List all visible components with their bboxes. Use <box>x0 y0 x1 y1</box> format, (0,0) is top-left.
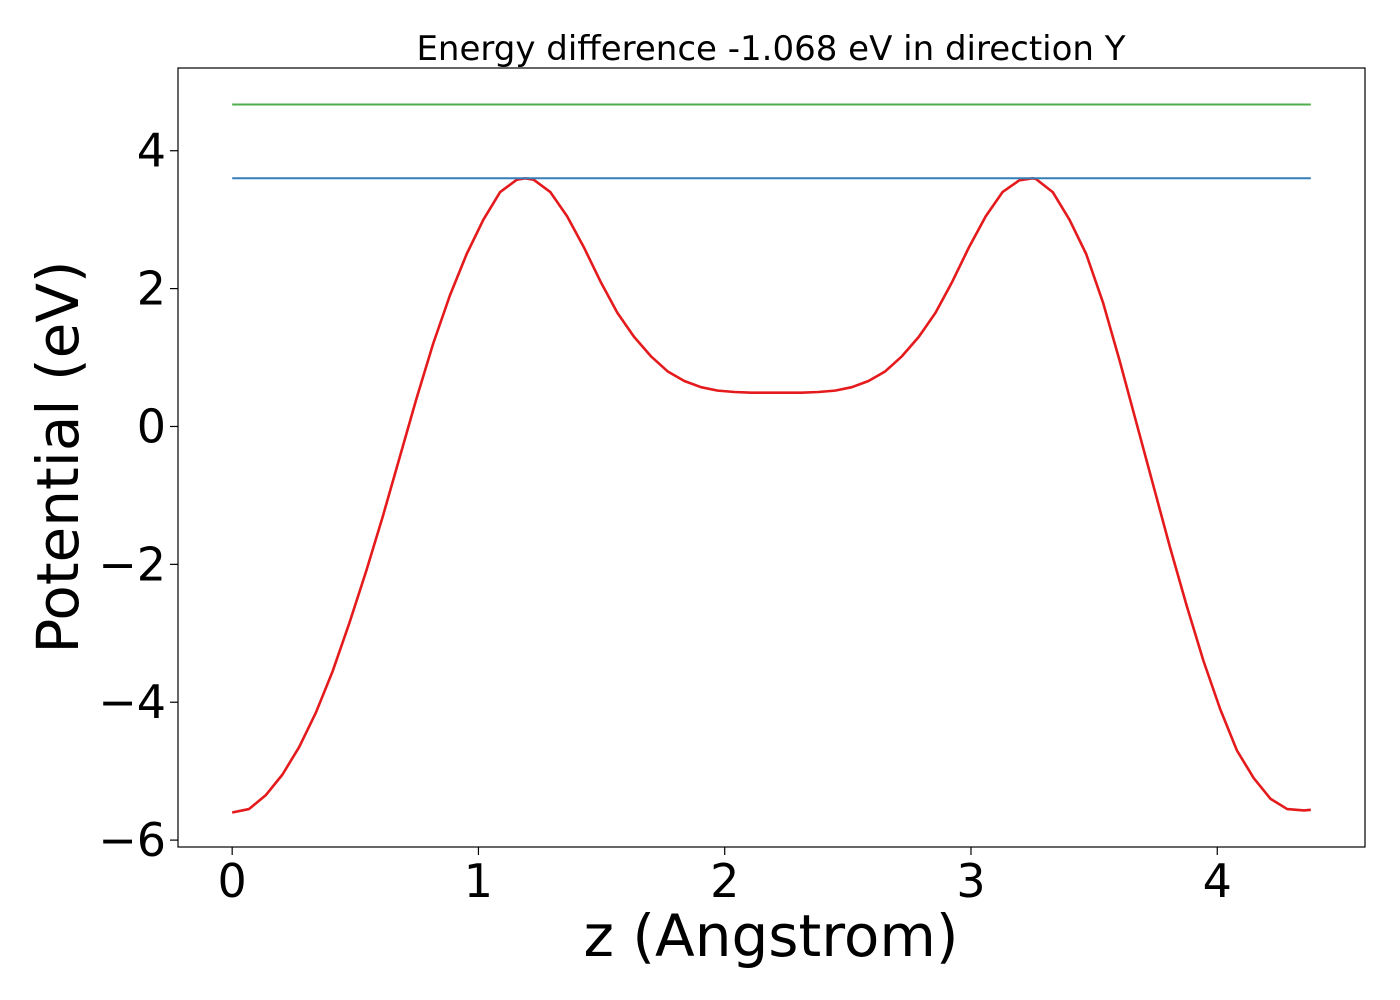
x-ticks: 0 1 2 3 4 <box>218 847 1232 908</box>
y-ticks: −6 −4 −2 0 2 4 <box>98 124 178 867</box>
y-tick-label: 4 <box>137 124 166 178</box>
x-tick-label: 4 <box>1203 854 1232 908</box>
y-tick-label: −2 <box>98 537 166 591</box>
plot-area <box>177 67 1366 848</box>
x-tick-label: 3 <box>956 854 985 908</box>
x-tick-label: 1 <box>464 854 493 908</box>
x-tick-label: 0 <box>218 854 247 908</box>
chart-title: Energy difference -1.068 eV in direction… <box>416 29 1125 69</box>
x-tick-label: 2 <box>710 854 739 908</box>
y-axis-label: Potential (eV) <box>24 260 92 653</box>
y-tick-label: −6 <box>98 813 166 867</box>
x-axis-label: z (Angstrom) <box>584 902 959 970</box>
y-tick-label: 2 <box>137 262 166 316</box>
y-tick-label: 0 <box>137 399 166 453</box>
series-layer <box>231 103 1311 814</box>
series-line-0 <box>231 177 1311 814</box>
y-tick-label: −4 <box>98 675 166 729</box>
